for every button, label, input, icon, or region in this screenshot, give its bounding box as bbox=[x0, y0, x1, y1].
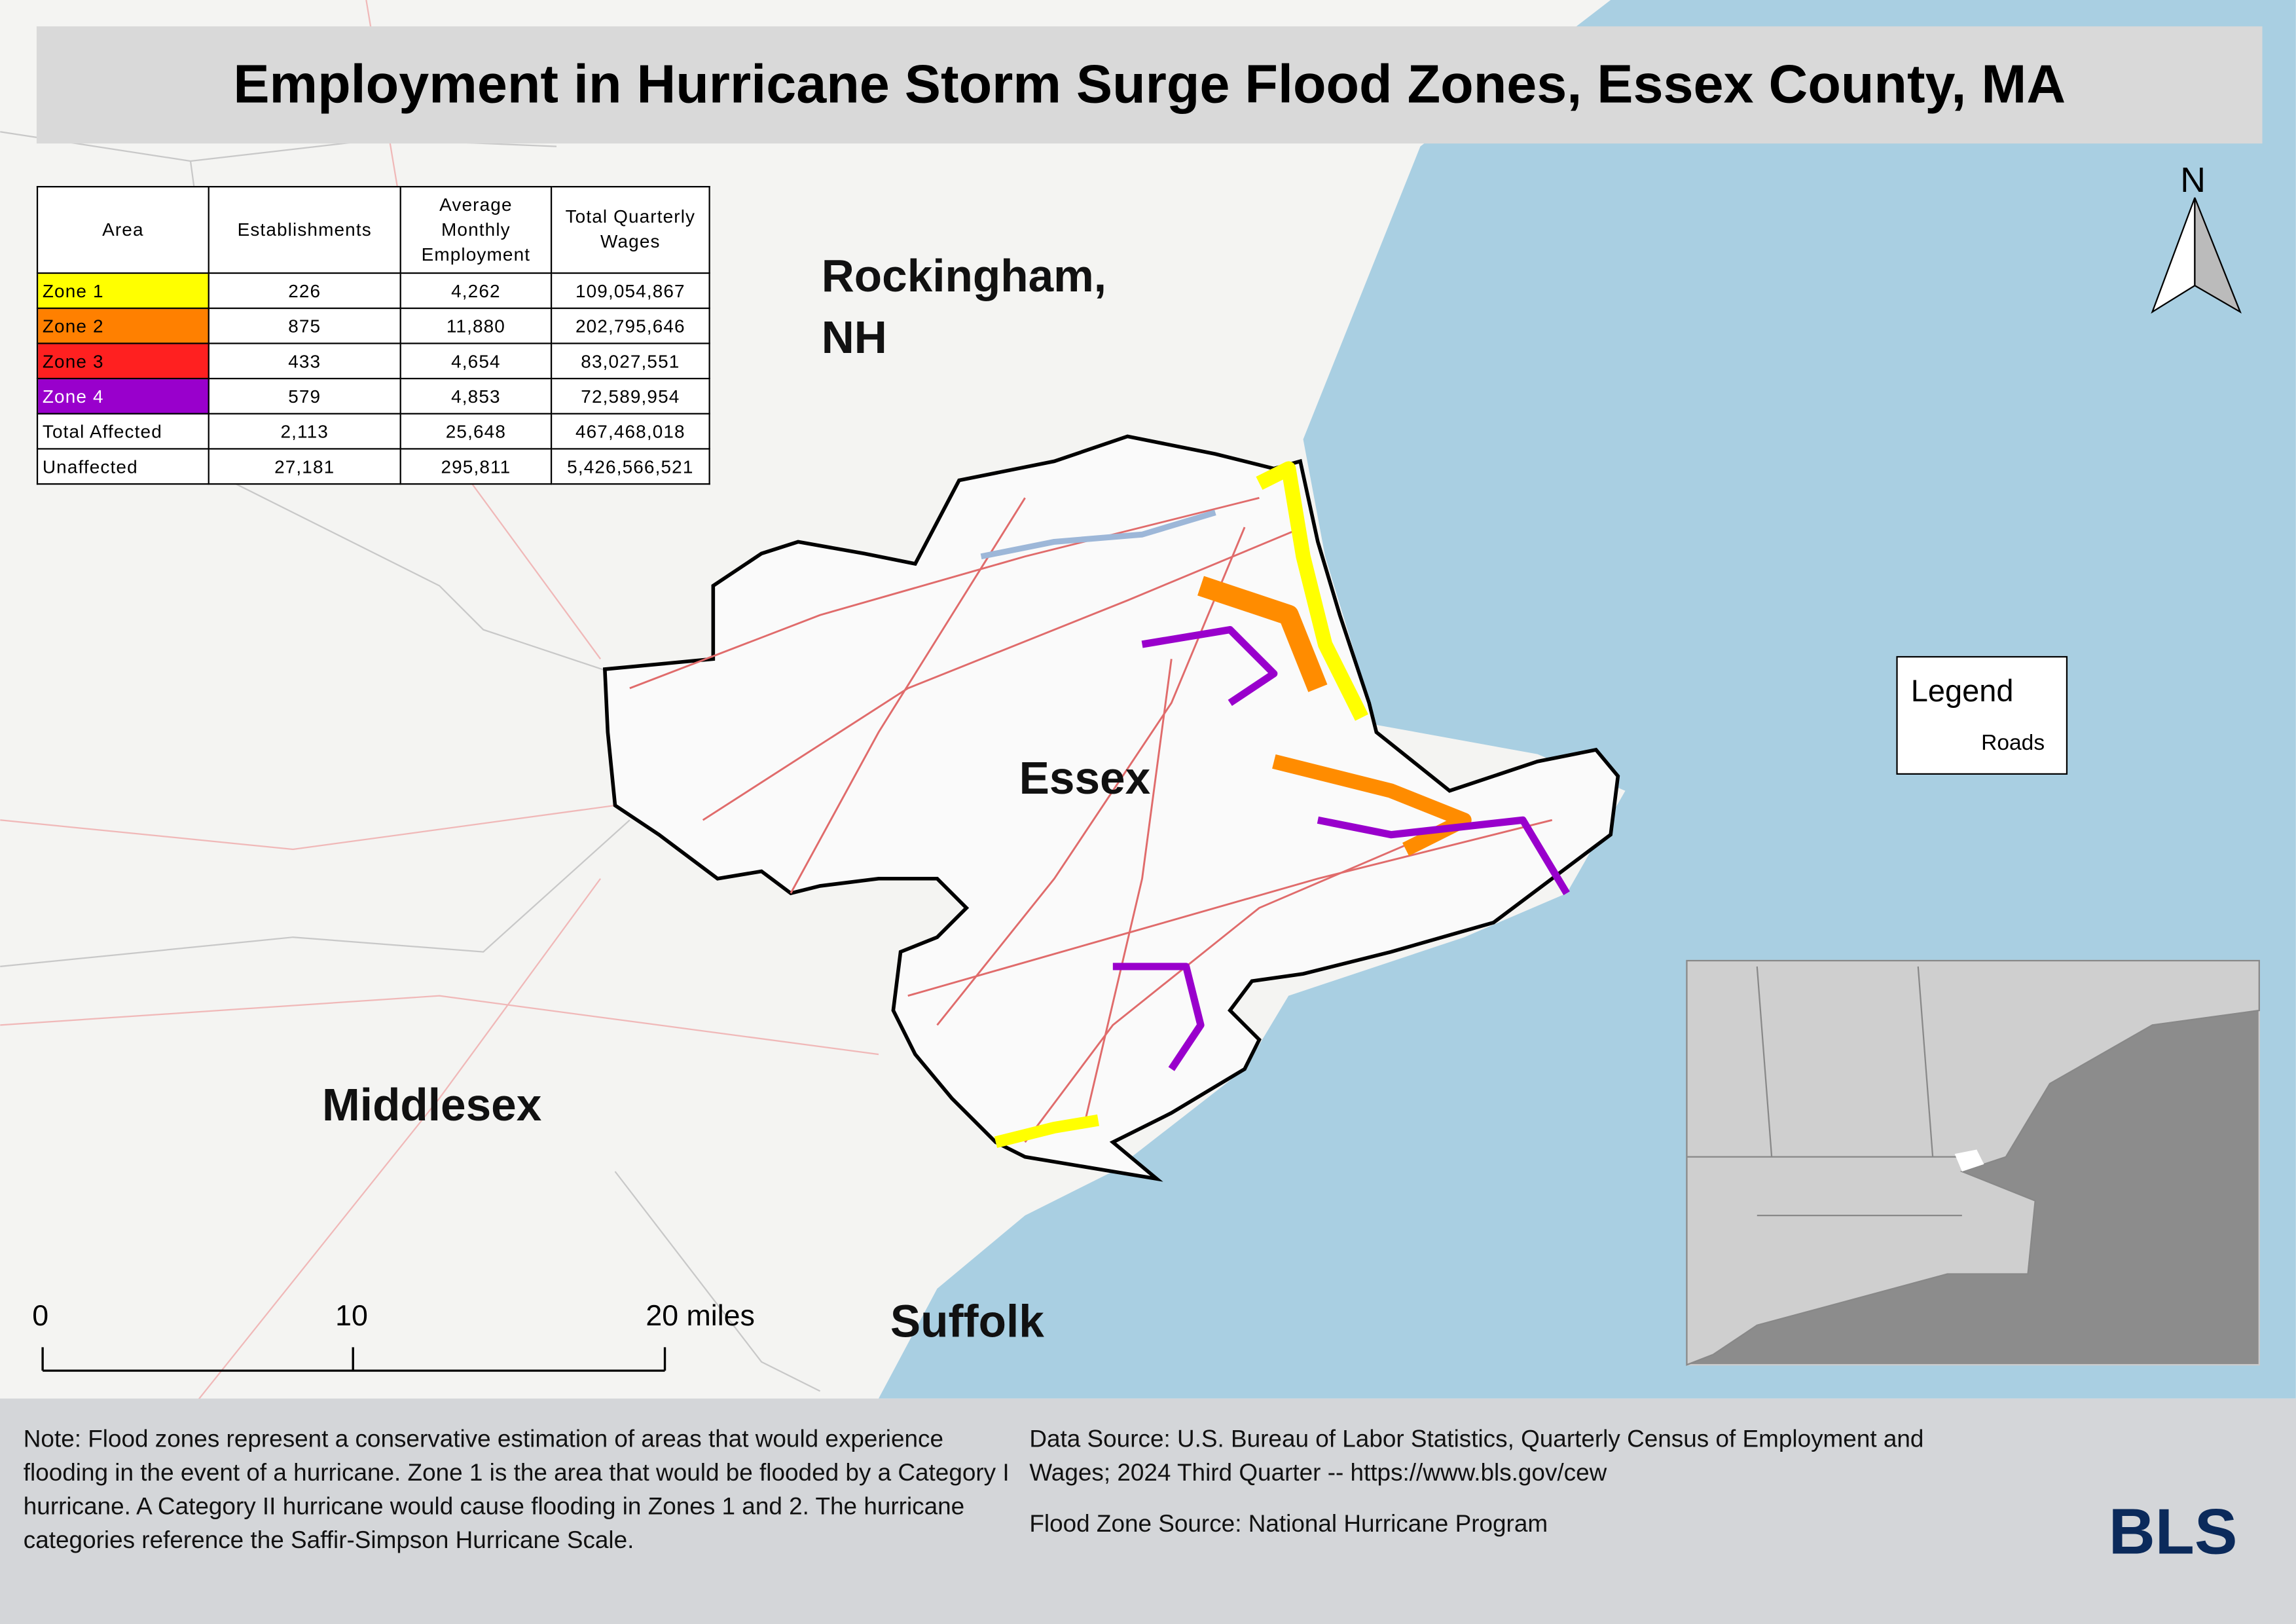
value-cell: 72,589,954 bbox=[550, 377, 710, 415]
value-cell: 467,468,018 bbox=[550, 413, 710, 450]
value-cell: 11,880 bbox=[399, 307, 553, 344]
inset-map bbox=[1686, 959, 2260, 1366]
title-band: Employment in Hurricane Storm Surge Floo… bbox=[36, 26, 2263, 144]
header-cell: Total Quarterly Wages bbox=[550, 186, 710, 274]
scale-label: 20 miles bbox=[646, 1300, 755, 1333]
value-cell: 27,181 bbox=[208, 448, 401, 485]
table-body: Zone 1 226 4,262 109,054,867 Zone 2 875 11,880… bbox=[36, 272, 710, 485]
area-cell: Zone 1 bbox=[36, 272, 210, 309]
table-row: Zone 3 433 4,654 83,027,551 bbox=[36, 342, 710, 380]
value-cell: 83,027,551 bbox=[550, 342, 710, 380]
north-arrow bbox=[2151, 197, 2242, 314]
map-label: Suffolk bbox=[890, 1296, 1044, 1348]
value-cell: 25,648 bbox=[399, 413, 553, 450]
map-label: Essex bbox=[1019, 752, 1151, 804]
value-cell: 226 bbox=[208, 272, 401, 309]
data-source: Data Source: U.S. Bureau of Labor Statis… bbox=[1029, 1426, 1924, 1486]
value-cell: 433 bbox=[208, 342, 401, 380]
area-cell: Zone 4 bbox=[36, 377, 210, 415]
scale-bar bbox=[41, 1347, 666, 1372]
value-cell: 4,654 bbox=[399, 342, 553, 380]
logo-text: BLS bbox=[2108, 1496, 2238, 1569]
title: Employment in Hurricane Storm Surge Floo… bbox=[233, 54, 2066, 115]
legend-title: Legend bbox=[1910, 674, 2014, 709]
map-label: Rockingham, NH bbox=[821, 250, 1107, 363]
header-cell: Establishments bbox=[208, 186, 401, 274]
area-cell: Total Affected bbox=[36, 413, 210, 450]
value-cell: 4,853 bbox=[399, 377, 553, 415]
value-cell: 5,426,566,521 bbox=[550, 448, 710, 485]
value-cell: 109,054,867 bbox=[550, 272, 710, 309]
flood-zones bbox=[980, 461, 1570, 1148]
data-table: Area Establishments Average Monthly Employ… bbox=[36, 186, 710, 485]
header-row: Area Establishments Average Monthly Employ… bbox=[36, 186, 710, 274]
flood-source: Flood Zone Source: National Hurricane Pr… bbox=[1029, 1511, 1548, 1538]
area-cell: Unaffected bbox=[36, 448, 210, 485]
table-row: Zone 2 875 11,880 202,795,646 bbox=[36, 307, 710, 344]
legend: Legend Roads bbox=[1896, 655, 2068, 775]
table-row: Total Affected 2,113 25,648 467,468,018 bbox=[36, 413, 710, 450]
value-cell: 579 bbox=[208, 377, 401, 415]
scale-label: 0 bbox=[32, 1300, 49, 1333]
value-cell: 2,113 bbox=[208, 413, 401, 450]
note: Note: Flood zones represent a conservati… bbox=[23, 1426, 1010, 1554]
table-row: Zone 1 226 4,262 109,054,867 bbox=[36, 272, 710, 309]
area-cell: Zone 2 bbox=[36, 307, 210, 344]
header-cell: Average Monthly Employment bbox=[399, 186, 553, 274]
value-cell: 875 bbox=[208, 307, 401, 344]
header-cell: Area bbox=[36, 186, 210, 274]
value-cell: 202,795,646 bbox=[550, 307, 710, 344]
map-label: Middlesex bbox=[322, 1079, 542, 1131]
value-cell: 295,811 bbox=[399, 448, 553, 485]
value-cell: 4,262 bbox=[399, 272, 553, 309]
legend-item: Roads bbox=[1981, 730, 2045, 756]
essex-outline bbox=[602, 434, 1620, 1182]
table-row: Zone 4 579 4,853 72,589,954 bbox=[36, 377, 710, 415]
scale-label: 10 bbox=[335, 1300, 368, 1333]
area-cell: Zone 3 bbox=[36, 342, 210, 380]
footer: Note: Flood zones represent a conservati… bbox=[0, 1398, 2296, 1624]
north-label: N bbox=[2180, 160, 2206, 201]
table-row: Unaffected 27,181 295,811 5,426,566,521 bbox=[36, 448, 710, 485]
